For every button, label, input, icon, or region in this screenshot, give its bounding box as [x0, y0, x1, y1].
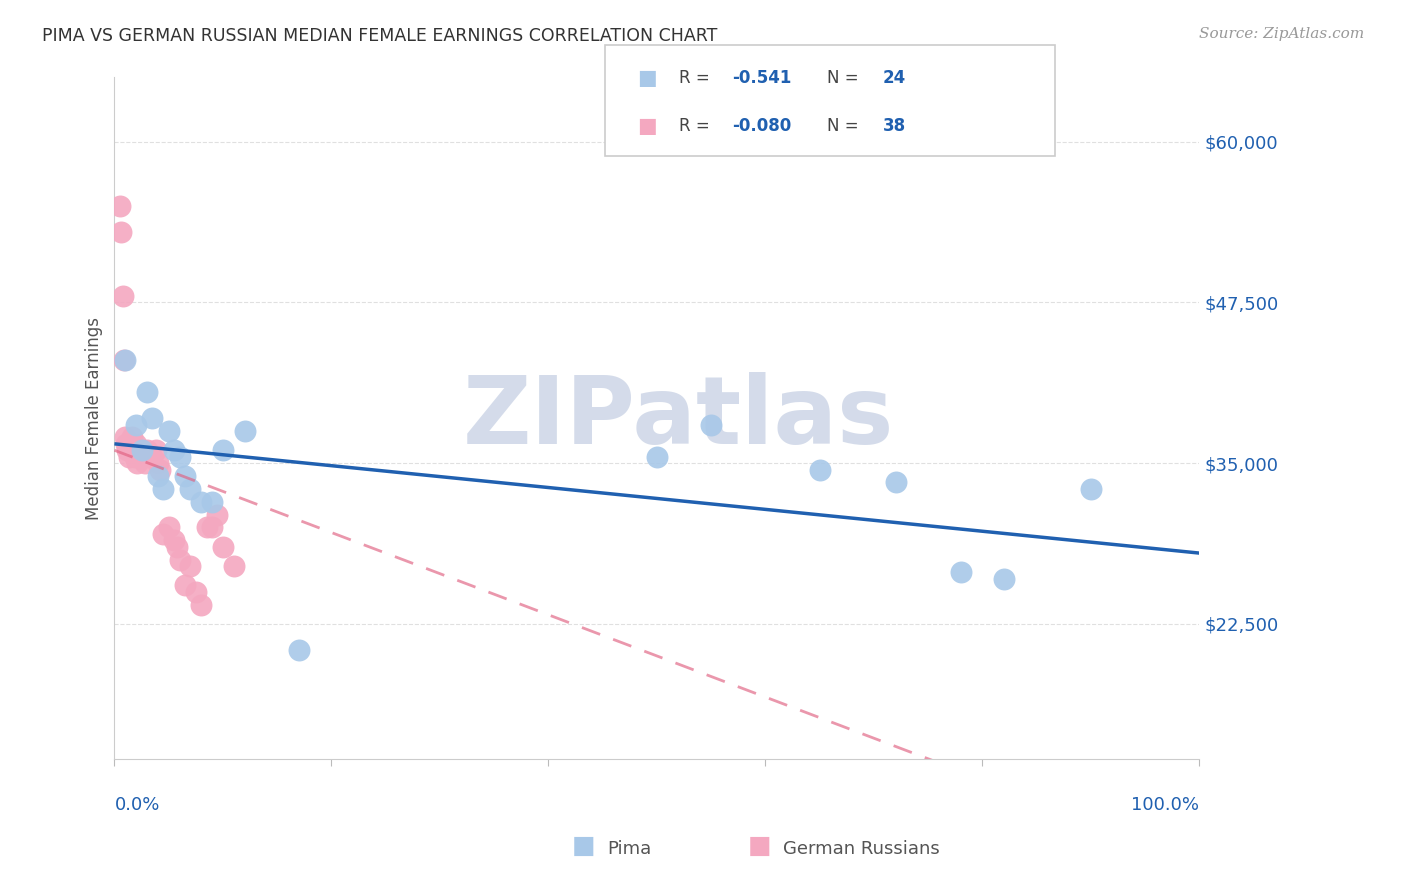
- Point: [115, 437, 138, 451]
- Point: [808, 462, 831, 476]
- Y-axis label: Median Female Earnings: Median Female Earnings: [86, 317, 103, 520]
- Point: [201, 494, 224, 508]
- Point: [195, 520, 218, 534]
- Point: [124, 450, 146, 464]
- Point: [138, 450, 160, 464]
- Point: [125, 437, 148, 451]
- Text: -0.541: -0.541: [733, 69, 792, 87]
- Point: [288, 642, 311, 657]
- Point: [212, 540, 235, 554]
- Text: 100.0%: 100.0%: [1132, 797, 1199, 814]
- Point: [157, 424, 180, 438]
- Text: ■: ■: [572, 834, 595, 858]
- Point: [146, 469, 169, 483]
- Point: [201, 520, 224, 534]
- Point: [131, 443, 153, 458]
- Text: 38: 38: [883, 117, 905, 135]
- Text: -0.080: -0.080: [733, 117, 792, 135]
- Point: [207, 508, 229, 522]
- Text: N =: N =: [827, 69, 863, 87]
- Point: [233, 424, 256, 438]
- Text: N =: N =: [827, 117, 863, 135]
- Point: [117, 450, 139, 464]
- Point: [163, 443, 186, 458]
- Point: [179, 558, 201, 573]
- Point: [114, 353, 136, 368]
- Point: [222, 558, 245, 573]
- Point: [128, 450, 150, 464]
- Point: [145, 443, 167, 458]
- Point: [993, 572, 1015, 586]
- Point: [884, 475, 907, 490]
- Point: [131, 443, 153, 458]
- Point: [700, 417, 723, 432]
- Point: [1080, 482, 1102, 496]
- Point: [163, 533, 186, 548]
- Point: [645, 450, 668, 464]
- Text: Source: ZipAtlas.com: Source: ZipAtlas.com: [1198, 27, 1364, 41]
- Point: [114, 430, 136, 444]
- Point: [174, 469, 197, 483]
- Text: Pima: Pima: [607, 840, 651, 858]
- Text: ■: ■: [748, 834, 770, 858]
- Text: German Russians: German Russians: [783, 840, 939, 858]
- Point: [125, 417, 148, 432]
- Point: [127, 456, 149, 470]
- Point: [169, 552, 191, 566]
- Text: R =: R =: [679, 117, 716, 135]
- Point: [136, 385, 159, 400]
- Point: [122, 443, 145, 458]
- Text: 0.0%: 0.0%: [114, 797, 160, 814]
- Point: [120, 443, 142, 458]
- Text: PIMA VS GERMAN RUSSIAN MEDIAN FEMALE EARNINGS CORRELATION CHART: PIMA VS GERMAN RUSSIAN MEDIAN FEMALE EAR…: [42, 27, 717, 45]
- Point: [146, 456, 169, 470]
- Point: [149, 462, 172, 476]
- Point: [117, 443, 139, 458]
- Text: ZIPatlas: ZIPatlas: [463, 372, 894, 464]
- Point: [157, 520, 180, 534]
- Point: [174, 578, 197, 592]
- Point: [212, 443, 235, 458]
- Text: ■: ■: [637, 116, 657, 136]
- Point: [949, 566, 972, 580]
- Point: [166, 540, 188, 554]
- Point: [112, 289, 135, 303]
- Text: 24: 24: [883, 69, 907, 87]
- Point: [169, 450, 191, 464]
- Point: [121, 430, 143, 444]
- Point: [152, 526, 174, 541]
- Text: ■: ■: [637, 68, 657, 87]
- Point: [141, 450, 163, 464]
- Point: [179, 482, 201, 496]
- Point: [108, 199, 131, 213]
- Point: [131, 450, 153, 464]
- Point: [134, 456, 156, 470]
- Point: [110, 225, 132, 239]
- Point: [112, 353, 135, 368]
- Text: R =: R =: [679, 69, 716, 87]
- Point: [141, 411, 163, 425]
- Point: [190, 598, 212, 612]
- Point: [136, 443, 159, 458]
- Point: [190, 494, 212, 508]
- Point: [184, 584, 207, 599]
- Point: [152, 482, 174, 496]
